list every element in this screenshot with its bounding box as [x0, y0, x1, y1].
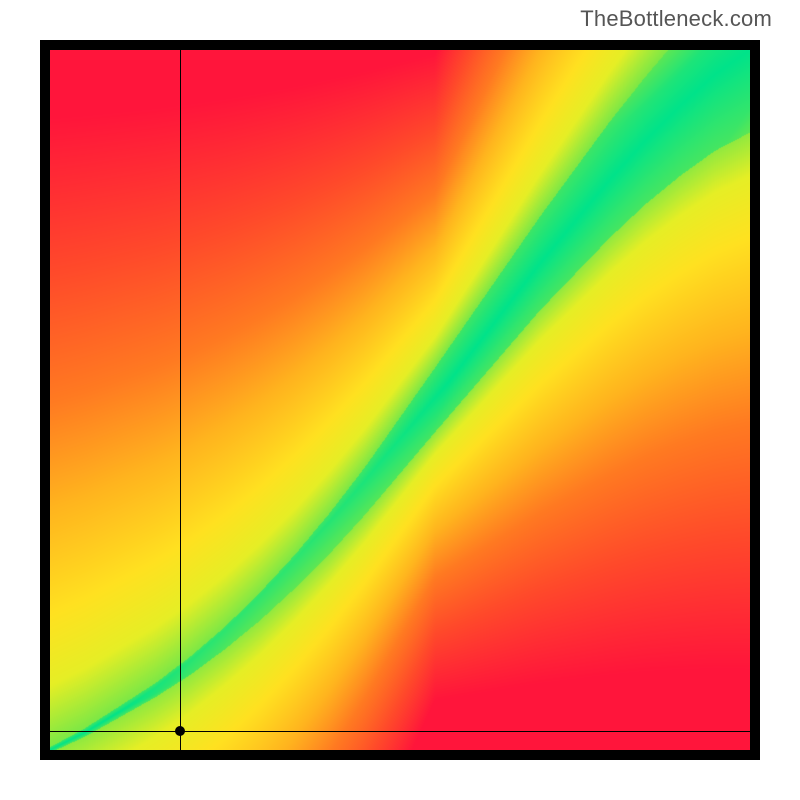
- crosshair-marker: [175, 726, 185, 736]
- plot-border: [40, 40, 760, 760]
- crosshair-vertical: [180, 50, 181, 750]
- plot-area: [50, 50, 750, 750]
- crosshair-horizontal: [50, 731, 750, 732]
- watermark-text: TheBottleneck.com: [580, 6, 772, 32]
- heatmap-canvas: [50, 50, 750, 750]
